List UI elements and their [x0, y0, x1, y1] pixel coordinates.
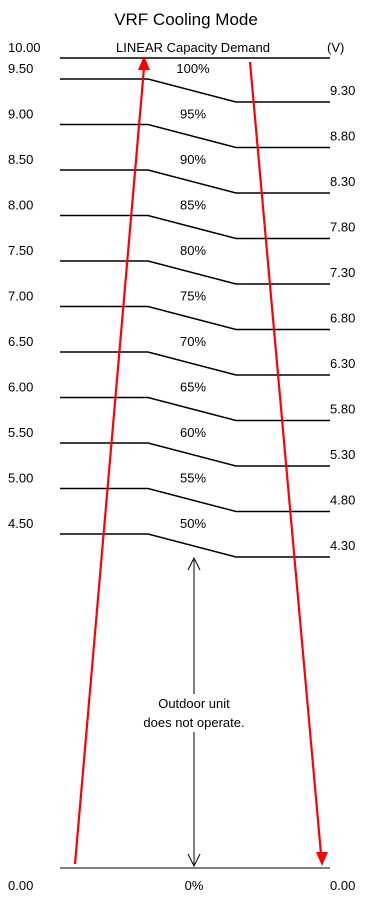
level-percent-label: 70%	[180, 334, 206, 349]
arrow-head-down-icon	[187, 853, 201, 868]
capacity-demand-label: LINEAR Capacity Demand	[116, 40, 270, 55]
decrease-red-arrow	[248, 61, 323, 855]
diagram-title: VRF Cooling Mode	[114, 10, 258, 29]
level-step-line	[60, 351, 330, 376]
red-arrow-head-down-icon	[316, 852, 328, 866]
level-left-value: 4.50	[8, 516, 33, 531]
level-row: 5.50 60% 5.30	[8, 425, 355, 467]
level-percent-label: 60%	[180, 425, 206, 440]
note-line-1: Outdoor unit	[158, 696, 230, 711]
level-right-value: 5.80	[330, 402, 355, 417]
level-percent-label: 55%	[180, 471, 206, 486]
level-step-line	[60, 305, 330, 331]
level-row: 8.00 85% 7.80	[8, 198, 355, 240]
level-right-value: 4.80	[330, 493, 355, 508]
level-steps: 9.50 100% 9.30 9.00 95% 8.80 8.50 90% 8.30 8.00 85…	[8, 61, 355, 558]
red-arrow-head-up-icon	[138, 56, 150, 70]
arrow-head-up-icon	[187, 556, 201, 571]
level-row: 6.00 65% 5.80	[8, 380, 355, 422]
level-right-value: 6.80	[330, 311, 355, 326]
level-percent-label: 65%	[180, 380, 206, 395]
level-left-value: 5.50	[8, 425, 33, 440]
level-step-line	[60, 123, 330, 149]
level-step-line	[60, 260, 330, 285]
level-step-line	[60, 169, 330, 194]
level-percent-label: 50%	[180, 516, 206, 531]
note-background	[128, 694, 260, 732]
level-right-value: 5.30	[330, 447, 355, 462]
increase-red-arrow	[73, 67, 146, 865]
level-percent-label: 100%	[176, 61, 210, 76]
bottom-left-value: 0.00	[8, 878, 33, 893]
level-left-value: 8.00	[8, 198, 33, 213]
level-left-value: 8.50	[8, 152, 33, 167]
level-left-value: 7.50	[8, 243, 33, 258]
level-step-line	[60, 533, 330, 558]
level-percent-label: 75%	[180, 289, 206, 304]
level-step-line	[60, 78, 330, 103]
bottom-percent-label: 0%	[185, 878, 204, 893]
level-row: 9.00 95% 8.80	[8, 107, 355, 149]
level-right-value: 9.30	[330, 83, 355, 98]
level-row: 7.00 75% 6.80	[8, 289, 355, 331]
level-percent-label: 80%	[180, 243, 206, 258]
level-left-value: 9.50	[8, 61, 33, 76]
level-step-line	[60, 442, 330, 467]
level-step-line	[60, 214, 330, 240]
level-percent-label: 95%	[180, 107, 206, 122]
level-step-line	[60, 396, 330, 422]
level-row: 6.50 70% 6.30	[8, 334, 355, 376]
level-row: 5.00 55% 4.80	[8, 471, 355, 513]
level-right-value: 7.30	[330, 265, 355, 280]
level-right-value: 6.30	[330, 356, 355, 371]
top-left-value: 10.00	[8, 40, 41, 55]
level-step-line	[60, 487, 330, 513]
level-percent-label: 90%	[180, 152, 206, 167]
level-right-value: 7.80	[330, 220, 355, 235]
level-left-value: 7.00	[8, 289, 33, 304]
level-left-value: 6.50	[8, 334, 33, 349]
unit-label: (V)	[327, 40, 344, 55]
level-percent-label: 85%	[180, 198, 206, 213]
level-row: 7.50 80% 7.30	[8, 243, 355, 285]
note-line-2: does not operate.	[143, 715, 244, 730]
level-row: 8.50 90% 8.30	[8, 152, 355, 194]
level-row: 9.50 100% 9.30	[8, 61, 355, 103]
level-left-value: 9.00	[8, 107, 33, 122]
level-row: 4.50 50% 4.30	[8, 516, 355, 558]
level-right-value: 4.30	[330, 538, 355, 553]
bottom-right-value: 0.00	[330, 878, 355, 893]
level-right-value: 8.80	[330, 129, 355, 144]
level-right-value: 8.30	[330, 174, 355, 189]
level-left-value: 6.00	[8, 380, 33, 395]
level-left-value: 5.00	[8, 471, 33, 486]
